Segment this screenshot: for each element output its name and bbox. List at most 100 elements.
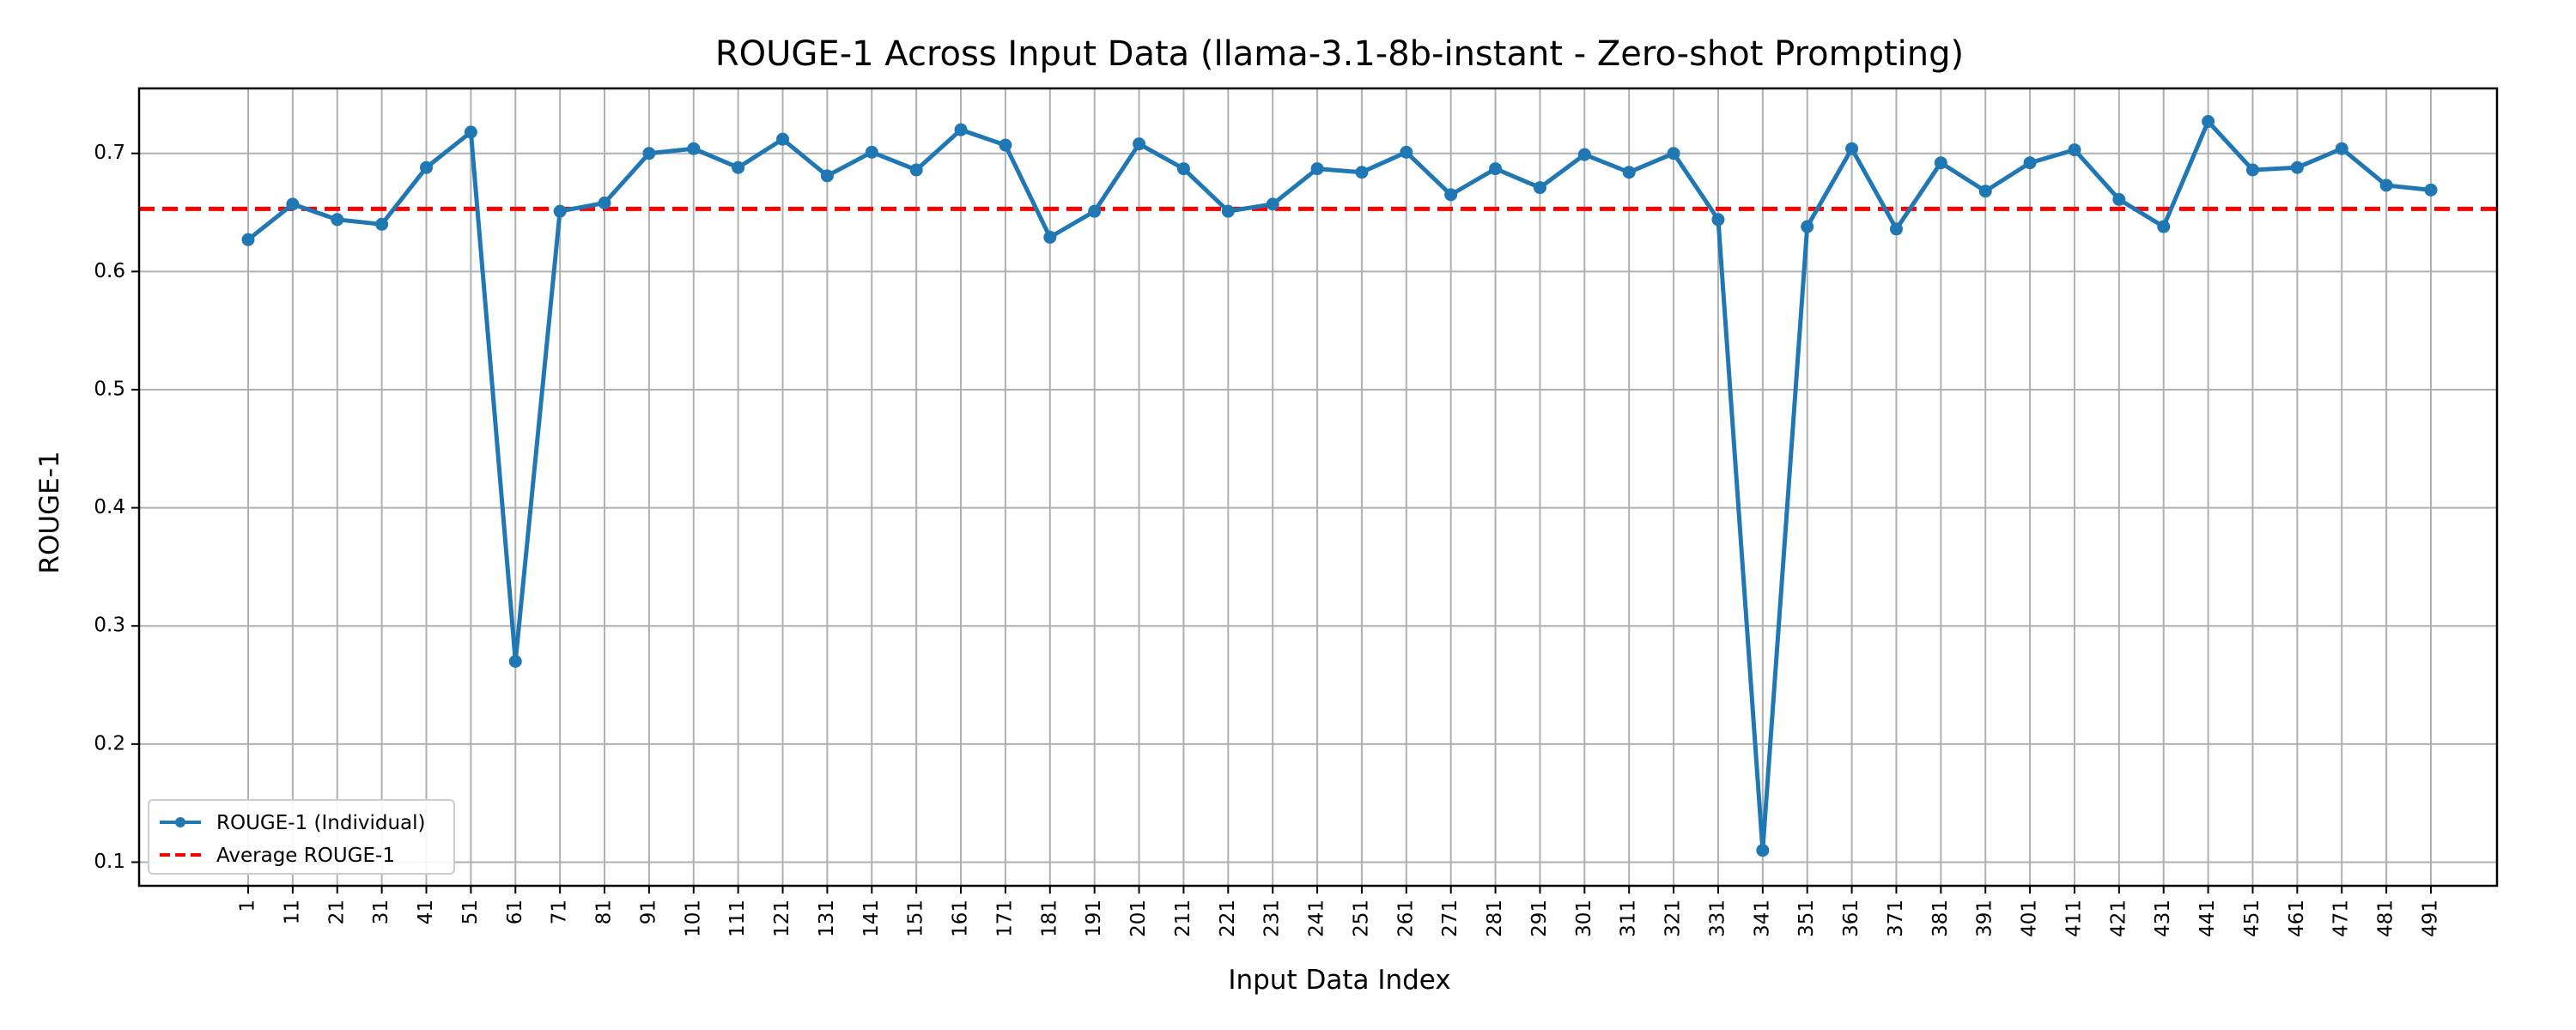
legend-average-label: Average ROUGE-1 (216, 845, 395, 867)
x-tick-label: 171 (993, 900, 1016, 937)
x-tick-label: 431 (2152, 900, 2174, 937)
data-point (909, 163, 923, 177)
data-point (2112, 192, 2126, 206)
y-tick-label: 0.6 (94, 260, 125, 282)
legend: ROUGE-1 (Individual) Average ROUGE-1 (148, 799, 455, 875)
data-point (2068, 143, 2081, 157)
data-point (1221, 204, 1235, 218)
x-tick-label: 31 (370, 900, 392, 924)
legend-box (148, 799, 455, 875)
y-tick-label: 0.2 (94, 732, 125, 754)
data-point (2202, 115, 2215, 129)
y-axis-ticks: 0.1 0.2 0.3 0.4 0.5 0.6 0.7 (94, 142, 139, 873)
data-point (2023, 156, 2037, 170)
data-point (732, 161, 745, 174)
data-point (1176, 162, 1190, 176)
x-tick-label: 21 (325, 900, 348, 924)
x-tick-label: 41 (415, 900, 437, 924)
x-tick-label: 491 (2420, 900, 2442, 937)
x-tick-label: 291 (1528, 900, 1551, 937)
y-tick-label: 0.5 (94, 378, 125, 400)
x-tick-label: 281 (1484, 900, 1506, 937)
data-point (1978, 185, 1992, 198)
data-point (820, 169, 834, 183)
x-tick-label: 51 (459, 900, 482, 924)
x-tick-label: 91 (637, 900, 659, 924)
x-tick-label: 301 (1573, 900, 1595, 937)
data-point (1801, 220, 1814, 233)
data-point (2335, 142, 2348, 155)
data-point (1845, 142, 1859, 155)
x-tick-label: 371 (1885, 900, 1907, 937)
x-tick-label: 351 (1795, 900, 1818, 937)
data-point (1355, 166, 1369, 179)
data-point (598, 197, 611, 210)
x-tick-label: 221 (1217, 900, 1239, 937)
data-point (2245, 163, 2259, 177)
data-point (553, 204, 567, 218)
x-tick-label: 121 (771, 900, 793, 937)
x-tick-label: 131 (816, 900, 838, 937)
y-tick-label: 0.1 (94, 851, 125, 873)
data-point (1444, 188, 1458, 202)
data-point (1489, 162, 1503, 176)
x-tick-label: 441 (2196, 900, 2219, 937)
x-tick-label: 271 (1439, 900, 1461, 937)
data-point (331, 213, 344, 227)
data-point (1088, 204, 1102, 218)
x-tick-label: 211 (1172, 900, 1194, 937)
data-point (1043, 230, 1057, 244)
x-tick-label: 101 (682, 900, 704, 937)
x-tick-label: 241 (1306, 900, 1328, 937)
x-tick-label: 1 (237, 900, 259, 912)
legend-series-marker-swatch (175, 817, 185, 827)
x-tick-label: 61 (504, 900, 526, 924)
data-point (1889, 222, 1903, 236)
x-tick-label: 71 (549, 900, 571, 924)
y-tick-label: 0.3 (94, 615, 125, 637)
x-tick-label: 381 (1929, 900, 1952, 937)
x-tick-label: 461 (2286, 900, 2308, 937)
x-axis-label: Input Data Index (1228, 965, 1450, 996)
data-point (420, 161, 434, 174)
data-point (1577, 148, 1591, 161)
x-tick-label: 341 (1751, 900, 1773, 937)
x-tick-label: 311 (1618, 900, 1640, 937)
data-point (375, 217, 389, 231)
x-tick-label: 161 (950, 900, 972, 937)
data-point (286, 197, 300, 211)
data-point (464, 125, 477, 139)
x-tick-label: 481 (2375, 900, 2397, 937)
x-tick-label: 411 (2063, 900, 2085, 937)
x-tick-label: 111 (726, 900, 749, 937)
data-point (1533, 181, 1546, 195)
data-point (1133, 137, 1146, 151)
x-tick-label: 141 (860, 900, 883, 937)
x-tick-label: 191 (1083, 900, 1105, 937)
data-point (1310, 162, 1324, 176)
data-point (2290, 161, 2304, 174)
data-point (1711, 213, 1725, 227)
legend-series-label: ROUGE-1 (Individual) (216, 812, 425, 834)
y-tick-label: 0.7 (94, 142, 125, 164)
y-tick-label: 0.4 (94, 496, 125, 518)
x-tick-label: 231 (1261, 900, 1284, 937)
grid (139, 88, 2497, 886)
series-line (246, 119, 2432, 853)
data-point (1756, 844, 1770, 857)
x-tick-label: 251 (1350, 900, 1372, 937)
data-point (1400, 145, 1413, 159)
data-point (642, 147, 656, 161)
data-point (999, 138, 1012, 152)
data-point (865, 145, 878, 159)
data-point (508, 655, 522, 669)
x-tick-label: 201 (1127, 900, 1150, 937)
x-tick-label: 361 (1840, 900, 1862, 937)
x-tick-label: 421 (2107, 900, 2129, 937)
x-tick-label: 471 (2330, 900, 2353, 937)
data-point (1667, 147, 1680, 161)
data-point (241, 233, 255, 246)
data-point (2424, 183, 2438, 197)
